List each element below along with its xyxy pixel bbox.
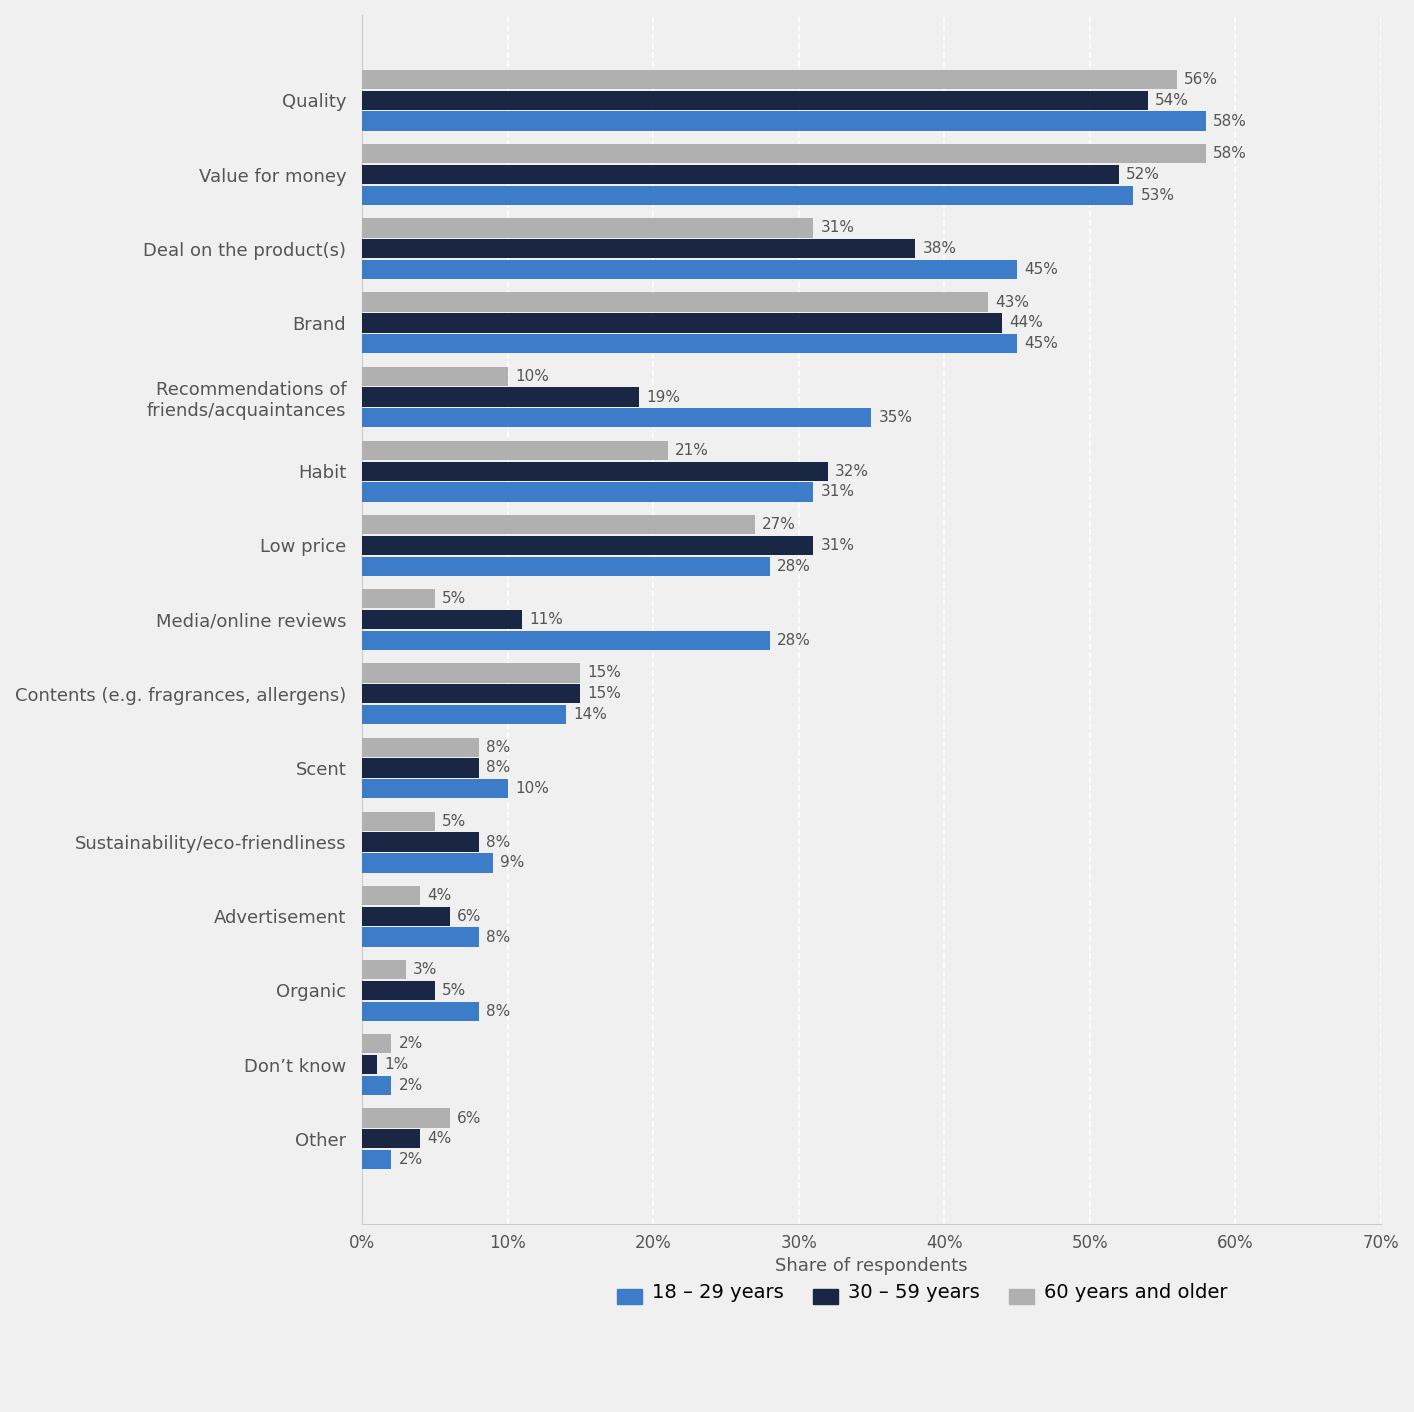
Bar [362,462,827,481]
Text: 35%: 35% [878,411,912,425]
Bar [362,144,1206,164]
Text: 31%: 31% [820,484,854,500]
Text: 58%: 58% [1213,113,1247,128]
Text: 4%: 4% [427,1131,452,1147]
Text: 27%: 27% [762,517,796,532]
Bar [362,812,436,832]
Bar [362,165,1118,184]
Text: 28%: 28% [776,559,810,573]
Bar [362,631,769,650]
Text: 43%: 43% [995,295,1029,309]
Bar [362,483,813,501]
Text: 5%: 5% [443,813,467,829]
Bar [362,1149,392,1169]
Text: 31%: 31% [820,538,854,554]
Bar [362,610,522,630]
Text: 6%: 6% [457,1110,481,1125]
Text: 2%: 2% [399,1036,423,1052]
Text: 8%: 8% [486,1004,510,1018]
Bar [362,535,813,555]
Bar [362,515,755,534]
Bar [362,313,1003,333]
Bar [362,441,667,460]
Bar [362,71,1176,89]
Bar [362,1001,478,1021]
Bar [362,1076,392,1096]
Text: 15%: 15% [588,686,622,702]
Text: 32%: 32% [836,463,870,479]
Bar [362,779,508,798]
Bar [362,239,915,258]
Text: 19%: 19% [646,390,680,405]
Text: 14%: 14% [573,707,607,722]
Text: 5%: 5% [443,592,467,606]
Text: 15%: 15% [588,665,622,681]
Text: 6%: 6% [457,909,481,923]
Text: 28%: 28% [776,633,810,648]
Bar [362,335,1017,353]
Bar [362,683,581,703]
Bar [362,90,1148,110]
Text: 44%: 44% [1010,315,1044,330]
Bar [362,1034,392,1053]
Text: 2%: 2% [399,1077,423,1093]
Text: 8%: 8% [486,740,510,754]
Text: 8%: 8% [486,929,510,945]
Bar [362,960,406,980]
Bar [362,885,420,905]
Text: 21%: 21% [674,443,708,457]
Bar [362,705,566,724]
Bar [362,408,871,428]
Bar [362,981,436,1000]
Text: 9%: 9% [501,856,525,870]
Bar [362,737,478,757]
Text: 10%: 10% [515,781,549,796]
Text: 10%: 10% [515,369,549,384]
X-axis label: Share of respondents: Share of respondents [775,1258,967,1275]
Text: 8%: 8% [486,761,510,775]
Bar [362,367,508,385]
Bar [362,556,769,576]
Bar [362,1108,450,1128]
Bar [362,664,581,682]
Text: 2%: 2% [399,1152,423,1168]
Legend: 18 – 29 years, 30 – 59 years, 60 years and older: 18 – 29 years, 30 – 59 years, 60 years a… [598,1261,1247,1323]
Text: 38%: 38% [922,241,956,256]
Bar [362,185,1134,205]
Bar [362,589,436,609]
Bar [362,219,813,237]
Bar [362,758,478,778]
Bar [362,387,639,407]
Bar [362,1130,420,1148]
Bar [362,853,493,873]
Text: 1%: 1% [385,1058,409,1072]
Bar [362,1055,376,1075]
Bar [362,833,478,851]
Text: 11%: 11% [529,611,563,627]
Text: 3%: 3% [413,962,437,977]
Bar [362,292,988,312]
Bar [362,907,450,926]
Text: 31%: 31% [820,220,854,236]
Text: 4%: 4% [427,888,452,904]
Bar [362,260,1017,280]
Text: 45%: 45% [1024,336,1058,352]
Text: 52%: 52% [1126,167,1159,182]
Text: 8%: 8% [486,834,510,850]
Bar [362,928,478,946]
Text: 54%: 54% [1155,93,1189,107]
Text: 56%: 56% [1185,72,1219,88]
Text: 45%: 45% [1024,263,1058,277]
Text: 53%: 53% [1141,188,1175,203]
Text: 58%: 58% [1213,147,1247,161]
Bar [362,112,1206,131]
Text: 5%: 5% [443,983,467,998]
